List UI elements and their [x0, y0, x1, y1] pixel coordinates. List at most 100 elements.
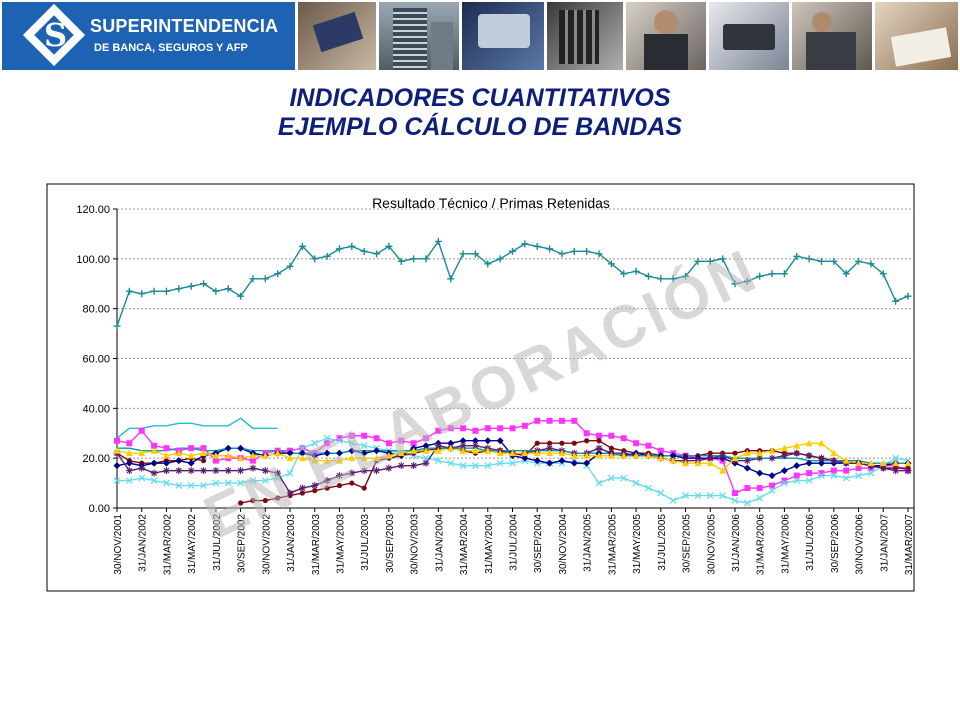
- x-tick-label-18: 30/NOV/2004: [558, 514, 569, 575]
- series-7-point-17: [323, 457, 331, 464]
- series-0-point-48: [706, 257, 714, 265]
- series-0-point-55: [793, 252, 801, 260]
- series-5-point-31: [496, 437, 504, 445]
- x-tick-label-19: 31/JAN/2005: [583, 514, 594, 572]
- x-tick-label-6: 30/NOV/2002: [261, 514, 272, 575]
- series-4-point-13: [275, 495, 281, 501]
- x-tick-label-13: 31/JAN/2004: [434, 514, 445, 572]
- series-1-point-25: [422, 435, 429, 442]
- card-terminal-photo-icon: [709, 2, 789, 70]
- series-1-point-19: [348, 432, 355, 439]
- series-5-point-51: [743, 464, 751, 472]
- series-3-point-18: [336, 437, 343, 445]
- calculator-photo-icon: [547, 2, 623, 70]
- series-7-point-53: [768, 447, 776, 454]
- series-7-point-27: [447, 444, 455, 452]
- series-4-point-16: [312, 487, 318, 494]
- series-7-point-58: [830, 449, 838, 457]
- series-3-point-8: [212, 479, 220, 487]
- series-7-point-42: [632, 452, 640, 459]
- x-tick-label-0: 30/NOV/2001: [113, 514, 124, 575]
- series-6-point-55: [793, 449, 801, 457]
- series-6-point-7: [200, 467, 208, 475]
- series-3-point-16: [311, 439, 319, 447]
- series-0-point-35: [546, 245, 554, 253]
- series-6-point-12: [261, 467, 269, 475]
- series-1-point-38: [583, 430, 590, 437]
- series-1-point-32: [509, 425, 516, 432]
- x-tick-label-20: 31/MAR/2005: [607, 514, 618, 576]
- series-0-point-53: [768, 270, 776, 278]
- series-1-point-18: [336, 435, 343, 442]
- series-5-point-38: [583, 459, 591, 467]
- series-0-point-46: [682, 272, 690, 280]
- series-7-point-56: [805, 439, 813, 447]
- logo-name: SUPERINTENDENCIA: [90, 16, 279, 36]
- series-0-point-39: [595, 250, 603, 258]
- series-5-point-21: [373, 447, 381, 455]
- series-6-point-10: [237, 467, 245, 475]
- series-0-point-32: [509, 247, 516, 255]
- x-tick-label-29: 30/SEP/2006: [830, 514, 841, 573]
- series-0-point-54: [780, 270, 788, 278]
- series-7-point-22: [385, 452, 393, 459]
- series-0-point-44: [657, 275, 665, 283]
- series-1-point-41: [620, 435, 627, 442]
- series-3-point-59: [842, 474, 850, 482]
- series-7-point-15: [298, 454, 306, 462]
- series-7-point-14: [286, 454, 294, 462]
- x-tick-label-23: 30/SEP/2005: [682, 514, 693, 573]
- series-7-point-23: [397, 449, 405, 457]
- sbs-logo[interactable]: S SUPERINTENDENCIA DE BANCA, SEGUROS Y A…: [2, 2, 295, 70]
- x-tick-label-21: 31/MAY/2005: [632, 514, 643, 574]
- series-3-point-3: [150, 477, 158, 485]
- series-5-point-56: [805, 459, 813, 467]
- series-3-point-48: [706, 492, 714, 500]
- page-title: INDICADORES CUANTITATIVOS EJEMPLO CÁLCUL…: [0, 84, 960, 142]
- series-6-point-4: [162, 467, 170, 475]
- series-3-point-43: [644, 484, 652, 492]
- x-tick-label-31: 31/JAN/2007: [879, 514, 890, 572]
- series-7-point-59: [842, 457, 850, 464]
- series-1-point-4: [163, 445, 170, 452]
- series-1-point-53: [769, 482, 776, 489]
- series-5-point-3: [150, 459, 158, 467]
- series-5-point-35: [546, 459, 554, 467]
- series-0-point-13: [274, 270, 282, 278]
- series-1-point-33: [521, 422, 528, 429]
- series-7-point-48: [706, 459, 714, 467]
- series-1-point-40: [608, 432, 615, 439]
- series-5-point-29: [471, 437, 479, 445]
- series-0-point-62: [879, 270, 887, 278]
- series-1-point-27: [447, 425, 454, 432]
- series-6-point-15: [298, 484, 306, 492]
- x-tick-label-14: 31/MAR/2004: [459, 514, 470, 576]
- series-7-point-62: [879, 459, 887, 467]
- x-tick-label-28: 31/JUL/2006: [805, 514, 816, 571]
- series-3-point-51: [743, 499, 751, 507]
- series-0-point-40: [607, 260, 615, 268]
- series-1-point-36: [558, 417, 565, 424]
- x-tick-label-25: 31/JAN/2006: [731, 514, 742, 572]
- series-6-point-16: [311, 482, 319, 490]
- series-0-point-50: [731, 280, 739, 288]
- series-6-point-8: [212, 467, 220, 475]
- series-1-point-26: [435, 427, 442, 434]
- series-1-point-22: [385, 440, 392, 447]
- series-3-point-54: [780, 479, 788, 487]
- series-6-point-51: [743, 457, 751, 465]
- credit-card-photo-icon: [298, 2, 376, 70]
- series-1-point-59: [843, 467, 850, 474]
- series-0-point-18: [335, 245, 343, 253]
- series-7-point-8: [212, 452, 220, 459]
- header-banner: S SUPERINTENDENCIA DE BANCA, SEGUROS Y A…: [0, 0, 960, 72]
- series-0-point-60: [855, 257, 863, 265]
- x-tick-label-5: 30/SEP/2002: [237, 514, 248, 573]
- series-7-point-18: [335, 457, 343, 464]
- series-4-point-35: [546, 440, 553, 446]
- series-1-point-37: [571, 417, 578, 424]
- series-1-point-24: [410, 440, 417, 447]
- series-1-point-43: [645, 442, 652, 449]
- series-6-point-63: [892, 467, 900, 475]
- series-0-point-52: [756, 272, 764, 280]
